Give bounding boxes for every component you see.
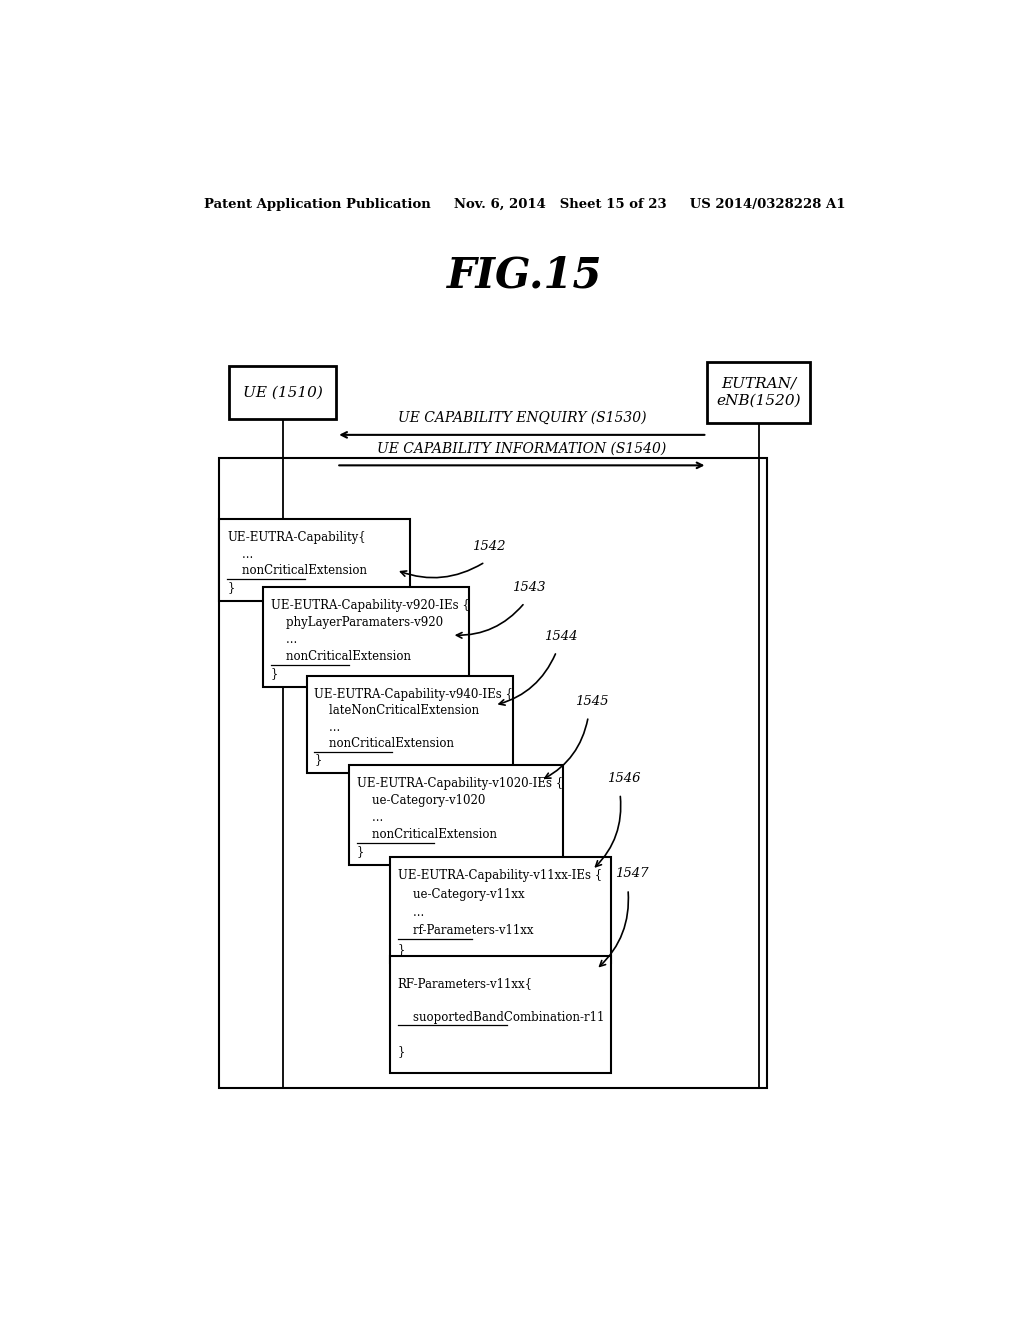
Text: ...: ... [356, 810, 383, 824]
Text: ...: ... [397, 906, 424, 919]
Bar [219, 458, 767, 1089]
Text: ue-Category-v11xx: ue-Category-v11xx [397, 888, 524, 900]
Text: FIG.15: FIG.15 [447, 255, 602, 296]
Bar [229, 366, 336, 418]
Text: 1543: 1543 [512, 581, 546, 594]
Text: }: } [314, 754, 322, 767]
Text: UE-EUTRA-Capability-v920-IEs {: UE-EUTRA-Capability-v920-IEs { [270, 599, 470, 612]
Bar [306, 676, 513, 774]
Text: suoportedBandCombination-r11: suoportedBandCombination-r11 [397, 1011, 604, 1024]
Text: UE-EUTRA-Capability-v1020-IEs {: UE-EUTRA-Capability-v1020-IEs { [356, 777, 562, 791]
Text: ...: ... [227, 548, 254, 561]
Text: nonCriticalExtension: nonCriticalExtension [314, 737, 455, 750]
Text: 1545: 1545 [575, 694, 609, 708]
Text: Patent Application Publication     Nov. 6, 2014   Sheet 15 of 23     US 2014/032: Patent Application Publication Nov. 6, 2… [204, 198, 846, 211]
Text: UE-EUTRA-Capability-v11xx-IEs {: UE-EUTRA-Capability-v11xx-IEs { [397, 870, 602, 883]
Bar [708, 362, 811, 422]
Text: rf-Parameters-v11xx: rf-Parameters-v11xx [397, 924, 534, 937]
Text: UE-EUTRA-Capability{: UE-EUTRA-Capability{ [227, 531, 366, 544]
Text: UE CAPABILITY INFORMATION (S1540): UE CAPABILITY INFORMATION (S1540) [377, 441, 667, 455]
Text: 1547: 1547 [615, 867, 648, 880]
Bar [263, 587, 469, 686]
Text: }: } [397, 942, 406, 956]
Bar [390, 857, 610, 964]
Text: }: } [227, 581, 234, 594]
Text: lateNonCriticalExtension: lateNonCriticalExtension [314, 704, 479, 717]
Bar [390, 956, 610, 1073]
Text: ue-Category-v1020: ue-Category-v1020 [356, 795, 485, 807]
Bar [348, 766, 563, 865]
Text: UE CAPABILITY ENQUIRY (S1530): UE CAPABILITY ENQUIRY (S1530) [397, 411, 646, 425]
Text: }: } [397, 1044, 406, 1057]
Text: ...: ... [314, 721, 341, 734]
Text: EUTRAN/
eNB(1520): EUTRAN/ eNB(1520) [717, 376, 801, 408]
Text: UE (1510): UE (1510) [243, 385, 323, 399]
Text: UE-EUTRA-Capability-v940-IEs {: UE-EUTRA-Capability-v940-IEs { [314, 688, 513, 701]
Text: ...: ... [270, 634, 297, 647]
Text: RF-Parameters-v11xx{: RF-Parameters-v11xx{ [397, 977, 532, 990]
Text: nonCriticalExtension: nonCriticalExtension [270, 649, 411, 663]
Text: }: } [270, 667, 279, 680]
Text: 1546: 1546 [607, 772, 641, 785]
Text: nonCriticalExtension: nonCriticalExtension [227, 564, 368, 577]
Bar [219, 519, 410, 601]
Text: 1544: 1544 [544, 630, 578, 643]
Text: }: } [356, 845, 364, 858]
Text: phyLayerParamaters-v920: phyLayerParamaters-v920 [270, 616, 443, 630]
Text: 1542: 1542 [472, 540, 506, 553]
Text: nonCriticalExtension: nonCriticalExtension [356, 828, 497, 841]
